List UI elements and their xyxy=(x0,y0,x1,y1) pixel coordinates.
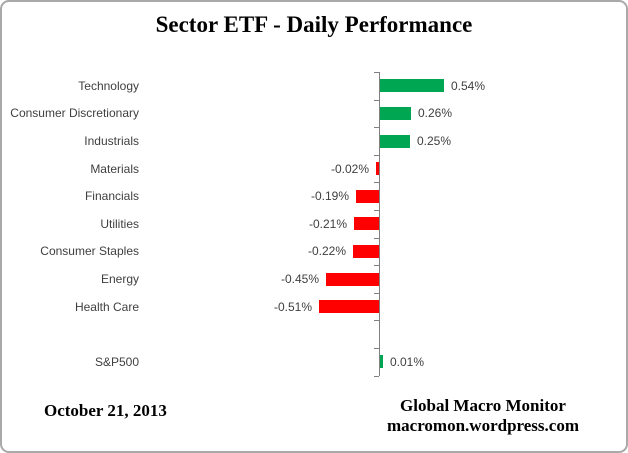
axis-tick xyxy=(374,210,379,211)
footer-brand-line2: macromon.wordpress.com xyxy=(386,416,579,435)
negative-bar xyxy=(354,217,380,230)
value-label: -0.19% xyxy=(310,189,349,203)
axis-tick xyxy=(374,155,379,156)
category-label: Energy xyxy=(100,272,139,286)
category-label: Materials xyxy=(90,162,139,176)
positive-bar xyxy=(380,135,410,148)
category-label: Financials xyxy=(84,189,139,203)
value-label: -0.45% xyxy=(280,272,319,286)
footer-date: October 21, 2013 xyxy=(44,401,167,420)
category-label: Consumer Staples xyxy=(40,244,139,258)
category-label: S&P500 xyxy=(94,355,139,369)
negative-bar xyxy=(376,162,379,175)
chart-title: Sector ETF - Daily Performance xyxy=(155,12,473,37)
positive-bar xyxy=(380,79,444,92)
value-label: 0.54% xyxy=(451,79,486,93)
value-label: 0.01% xyxy=(390,355,425,369)
axis-tick xyxy=(374,238,379,239)
category-label: Industrials xyxy=(84,134,139,148)
value-label: -0.02% xyxy=(330,162,369,176)
axis-tick xyxy=(374,376,379,377)
negative-bar xyxy=(325,273,379,286)
axis-tick xyxy=(374,127,379,128)
value-label: 0.25% xyxy=(417,134,452,148)
positive-bar xyxy=(380,107,411,120)
category-label: Consumer Discretionary xyxy=(10,106,139,120)
axis-tick xyxy=(374,100,379,101)
negative-bar xyxy=(352,245,379,258)
axis-tick xyxy=(374,265,379,266)
value-label: -0.51% xyxy=(273,300,312,314)
category-label: Utilities xyxy=(100,217,139,231)
axis-tick xyxy=(374,320,379,321)
category-axis-line xyxy=(379,72,380,376)
negative-bar xyxy=(356,190,380,203)
category-label: Health Care xyxy=(74,300,139,314)
category-label: Technology xyxy=(78,79,139,93)
footer-brand-line1: Global Macro Monitor xyxy=(400,396,566,415)
value-label: 0.26% xyxy=(418,106,453,120)
axis-tick xyxy=(374,348,379,349)
axis-tick xyxy=(374,72,379,73)
axis-tick xyxy=(374,182,379,183)
value-label: -0.22% xyxy=(307,244,346,258)
axis-tick xyxy=(374,293,379,294)
negative-bar xyxy=(318,300,379,313)
value-label: -0.21% xyxy=(308,217,347,231)
positive-bar xyxy=(380,355,383,368)
footer-brand: Global Macro Monitor macromon.wordpress.… xyxy=(342,396,624,436)
